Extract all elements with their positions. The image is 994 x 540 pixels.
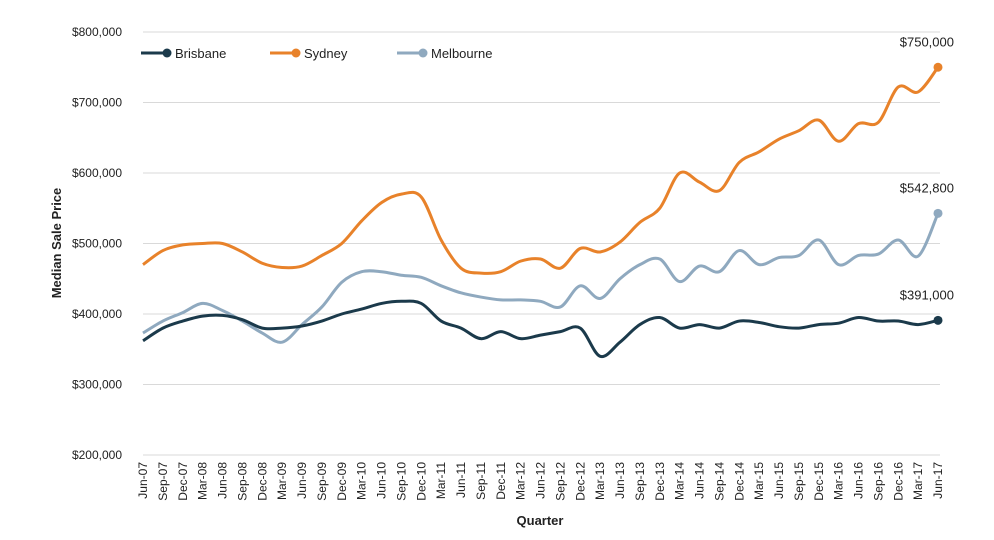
- legend-item-melbourne: Melbourne: [397, 46, 492, 61]
- x-tick-label: Dec-08: [255, 462, 269, 501]
- x-tick-label: Mar-12: [514, 462, 528, 500]
- x-tick-label: Mar-13: [593, 462, 607, 500]
- end-data-label: $542,800: [900, 180, 954, 195]
- y-tick-label: $600,000: [72, 166, 122, 180]
- x-tick-label: Sep-07: [156, 462, 170, 501]
- x-tick-label: Jun-16: [852, 462, 866, 499]
- end-point-marker: [933, 315, 943, 325]
- x-tick-label: Dec-11: [494, 462, 508, 500]
- x-tick-label: Dec-15: [812, 462, 826, 501]
- x-tick-label: Jun-15: [772, 462, 786, 499]
- end-point-marker: [933, 62, 943, 72]
- x-tick-label: Jun-13: [613, 462, 627, 499]
- x-tick-label: Jun-10: [375, 462, 389, 499]
- x-tick-label: Jun-17: [931, 462, 945, 499]
- y-tick-label: $700,000: [72, 96, 122, 110]
- y-tick-label: $300,000: [72, 378, 122, 392]
- x-tick-label: Sep-09: [315, 462, 329, 501]
- x-tick-label: Sep-08: [235, 462, 249, 501]
- x-tick-label: Dec-09: [335, 462, 349, 501]
- y-tick-label: $500,000: [72, 237, 122, 251]
- legend-marker: [162, 48, 172, 58]
- legend-item-sydney: Sydney: [270, 46, 348, 61]
- x-tick-label: Mar-16: [832, 462, 846, 500]
- x-tick-label: Mar-08: [196, 462, 210, 500]
- legend-marker: [418, 48, 428, 58]
- legend-label: Brisbane: [175, 46, 226, 61]
- x-tick-label: Jun-07: [136, 462, 150, 499]
- end-data-label: $391,000: [900, 287, 954, 302]
- series-line-sydney: [142, 66, 940, 275]
- y-tick-label: $200,000: [72, 448, 122, 462]
- x-tick-label: Sep-10: [394, 462, 408, 501]
- x-tick-label: Dec-13: [653, 462, 667, 501]
- x-tick-label: Jun-09: [295, 462, 309, 499]
- x-tick-label: Dec-16: [891, 462, 905, 501]
- x-tick-label: Mar-17: [911, 462, 925, 500]
- x-tick-label: Sep-16: [871, 462, 885, 501]
- legend-marker: [291, 48, 301, 58]
- y-tick-label: $400,000: [72, 307, 122, 321]
- y-axis-label: Median Sale Price: [49, 188, 64, 299]
- x-tick-label: Dec-14: [732, 462, 746, 501]
- series-line-melbourne: [142, 212, 940, 344]
- legend-label: Melbourne: [431, 46, 492, 61]
- x-tick-label: Dec-12: [573, 462, 587, 501]
- series-line-brisbane: [142, 299, 939, 359]
- x-tick-label: Dec-10: [414, 462, 428, 501]
- x-tick-label: Jun-11: [454, 462, 468, 498]
- x-tick-label: Jun-14: [693, 462, 707, 499]
- x-tick-label: Mar-09: [275, 462, 289, 500]
- end-data-label: $750,000: [900, 34, 954, 49]
- x-tick-label: Sep-11: [474, 462, 488, 500]
- x-tick-label: Mar-11: [434, 462, 448, 499]
- x-tick-label: Jun-08: [216, 462, 230, 499]
- x-tick-label: Mar-15: [752, 462, 766, 500]
- legend-item-brisbane: Brisbane: [141, 46, 226, 61]
- x-tick-label: Dec-07: [176, 462, 190, 501]
- legend-label: Sydney: [304, 46, 348, 61]
- end-point-marker: [933, 208, 943, 218]
- x-axis-label: Quarter: [517, 513, 564, 528]
- x-tick-label: Sep-13: [633, 462, 647, 501]
- x-tick-label: Sep-14: [712, 462, 726, 501]
- x-tick-label: Sep-12: [553, 462, 567, 501]
- y-tick-label: $800,000: [72, 25, 122, 39]
- x-tick-label: Mar-14: [673, 462, 687, 500]
- x-tick-label: Jun-12: [534, 462, 548, 499]
- x-tick-label: Sep-15: [792, 462, 806, 501]
- x-tick-label: Mar-10: [355, 462, 369, 500]
